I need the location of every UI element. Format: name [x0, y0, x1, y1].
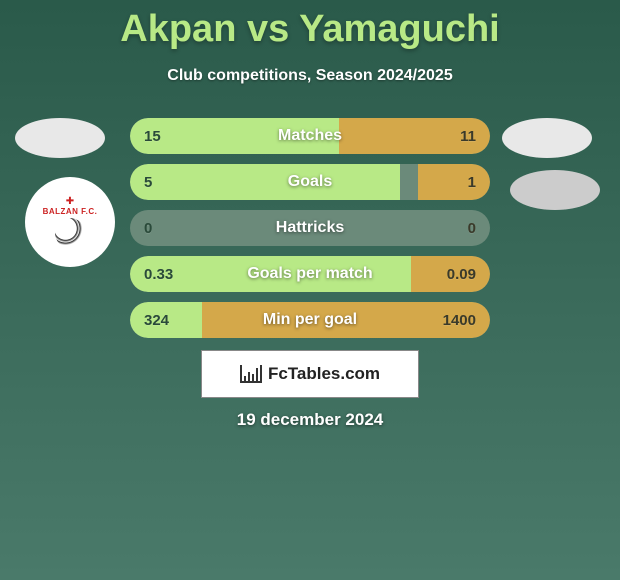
stat-label: Matches	[278, 127, 342, 145]
brand-box[interactable]: FcTables.com	[201, 350, 419, 398]
bar-chart-icon	[240, 365, 262, 383]
stat-label: Hattricks	[276, 219, 344, 237]
stat-right-value: 0.09	[447, 266, 476, 283]
stat-left-value: 324	[144, 312, 169, 329]
stat-right-value: 11	[460, 128, 476, 145]
stat-label: Min per goal	[263, 311, 357, 329]
club-badge: ✚ BALZAN F.C.	[25, 177, 115, 267]
player-right-logo-placeholder-2	[510, 170, 600, 210]
club-badge-text: BALZAN F.C.	[43, 207, 98, 216]
stat-right-value: 1400	[443, 312, 476, 329]
stat-left-value: 5	[144, 174, 152, 191]
stat-row-goals: 5 Goals 1	[130, 164, 490, 200]
player-right-logo-placeholder-1	[502, 118, 592, 158]
soccer-ball-icon	[55, 218, 85, 248]
page-title: Akpan vs Yamaguchi	[0, 0, 620, 51]
stat-row-hattricks: 0 Hattricks 0	[130, 210, 490, 246]
stat-right-value: 0	[468, 220, 476, 237]
stat-right-value: 1	[468, 174, 476, 191]
brand-text: FcTables.com	[268, 364, 380, 384]
stat-row-matches: 15 Matches 11	[130, 118, 490, 154]
stat-row-min-per-goal: 324 Min per goal 1400	[130, 302, 490, 338]
stat-left-value: 0	[144, 220, 152, 237]
stat-left-bar	[130, 164, 400, 200]
player-left-logo-placeholder	[15, 118, 105, 158]
stat-left-value: 0.33	[144, 266, 173, 283]
stat-label: Goals per match	[247, 265, 372, 283]
stats-container: 15 Matches 11 5 Goals 1 0 Hattricks 0 0.…	[130, 118, 490, 348]
stat-row-goals-per-match: 0.33 Goals per match 0.09	[130, 256, 490, 292]
cross-icon: ✚	[66, 196, 74, 207]
stat-right-bar	[418, 164, 490, 200]
stat-left-value: 15	[144, 128, 161, 145]
stat-label: Goals	[288, 173, 332, 191]
club-badge-inner: ✚ BALZAN F.C.	[35, 187, 105, 257]
page-subtitle: Club competitions, Season 2024/2025	[0, 67, 620, 85]
footer-date: 19 december 2024	[237, 410, 384, 430]
